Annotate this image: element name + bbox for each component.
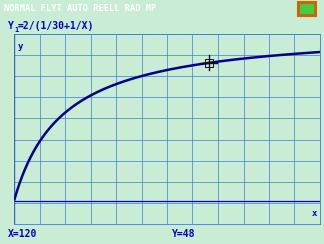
Text: X=120: X=120 — [8, 229, 37, 239]
Text: 1: 1 — [15, 27, 19, 33]
Text: =2/(1/30+1/X): =2/(1/30+1/X) — [18, 21, 94, 31]
FancyBboxPatch shape — [300, 4, 314, 14]
Text: x: x — [311, 209, 317, 218]
Text: Y=48: Y=48 — [172, 229, 195, 239]
Text: Y: Y — [8, 21, 14, 31]
Text: NORMAL FLYT AUTO REELL RAD MP: NORMAL FLYT AUTO REELL RAD MP — [4, 4, 156, 13]
FancyBboxPatch shape — [298, 2, 316, 16]
Text: y: y — [17, 41, 23, 51]
